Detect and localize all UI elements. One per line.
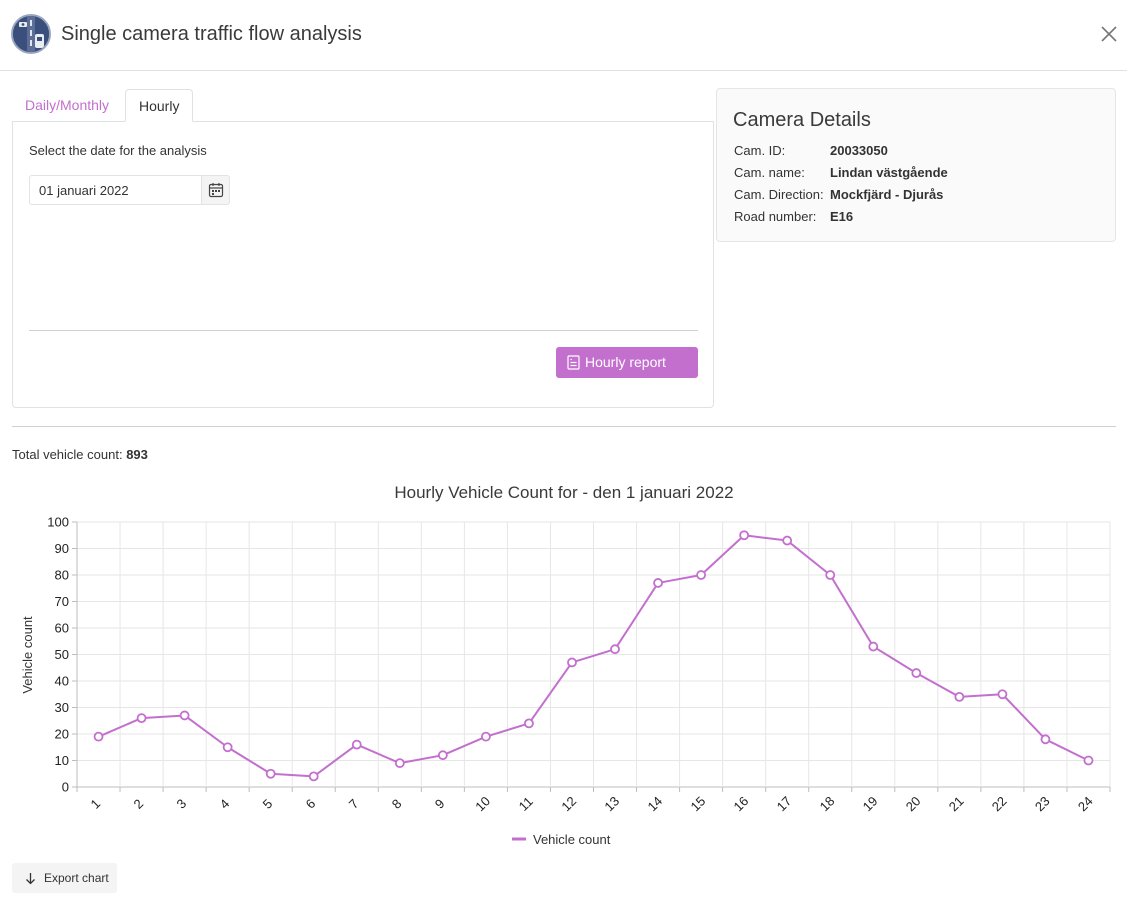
export-chart-button[interactable]: Export chart — [12, 863, 117, 893]
arrow-down-icon — [26, 873, 35, 885]
x-tick-label: 16 — [731, 793, 752, 814]
data-point — [653, 578, 663, 588]
calendar-button[interactable] — [201, 175, 230, 205]
tab-daily-monthly[interactable]: Daily/Monthly — [25, 97, 110, 113]
series-line — [98, 534, 1089, 778]
page-title: Single camera traffic flow analysis — [61, 23, 362, 45]
data-point — [1083, 755, 1094, 766]
date-label: Select the date for the analysis — [29, 143, 207, 158]
x-tick-label: 20 — [903, 793, 924, 814]
y-tick-label: 0 — [62, 780, 69, 795]
x-tick-label: 14 — [644, 793, 665, 814]
chart-legend[interactable]: Vehicle count — [512, 832, 611, 847]
section-divider — [12, 426, 1116, 427]
y-tick-label: 90 — [55, 541, 69, 556]
data-point — [610, 644, 620, 655]
data-point — [179, 710, 190, 721]
y-tick-label: 20 — [55, 727, 69, 742]
traffic-camera-logo-icon — [11, 14, 51, 54]
camera-details-title: Camera Details — [733, 109, 871, 131]
x-tick-label: 22 — [989, 793, 1010, 814]
data-point — [93, 731, 104, 742]
dialog-header: Single camera traffic flow analysis — [0, 0, 1127, 71]
x-tick-label: 10 — [472, 793, 493, 814]
data-point — [351, 739, 362, 750]
y-tick-label: 50 — [55, 647, 69, 662]
x-tick-label: 18 — [817, 793, 838, 814]
x-tick-label: 15 — [688, 793, 709, 814]
cam-name-key: Cam. name: — [734, 165, 805, 180]
x-tick-label: 13 — [601, 793, 622, 814]
x-tick-label: 1 — [87, 796, 103, 812]
data-point — [868, 641, 879, 652]
data-point — [222, 742, 233, 753]
chart-y-axis-label: Vehicle count — [20, 616, 35, 694]
cam-id-value: 20033050 — [830, 143, 888, 158]
y-tick-label: 70 — [55, 594, 69, 609]
data-point — [480, 731, 491, 742]
y-tick-label: 60 — [55, 621, 69, 636]
x-tick-label: 3 — [174, 796, 190, 812]
data-point — [437, 750, 448, 761]
x-tick-label: 2 — [131, 796, 147, 812]
y-tick-label: 80 — [55, 568, 69, 583]
legend-label: Vehicle count — [533, 832, 611, 847]
y-tick-label: 10 — [55, 753, 69, 768]
total-vehicle-count: Total vehicle count: 893 — [12, 447, 148, 462]
total-value: 893 — [126, 447, 148, 462]
report-icon — [567, 355, 580, 370]
panel-divider — [29, 330, 698, 331]
chart-title: Hourly Vehicle Count for - den 1 januari… — [394, 483, 733, 502]
data-point — [782, 535, 793, 546]
data-point — [308, 771, 319, 782]
cam-direction-key: Cam. Direction: — [734, 187, 824, 202]
close-icon[interactable] — [1099, 24, 1119, 44]
x-tick-label: 19 — [860, 793, 881, 814]
data-point — [954, 691, 965, 702]
hourly-vehicle-chart: Hourly Vehicle Count for - den 1 januari… — [0, 475, 1127, 855]
data-point — [394, 758, 405, 769]
road-number-value: E16 — [830, 209, 854, 224]
x-tick-label: 9 — [432, 796, 448, 812]
data-point — [265, 768, 276, 779]
data-point — [696, 570, 707, 580]
data-point — [825, 570, 836, 580]
y-tick-label: 40 — [55, 674, 69, 689]
hourly-tab-panel: Select the date for the analysis Hourly … — [12, 121, 714, 408]
y-tick-label: 100 — [47, 515, 69, 530]
calendar-icon — [208, 183, 224, 198]
hourly-report-label: Hourly report — [585, 354, 666, 370]
x-tick-label: 17 — [774, 793, 795, 814]
y-tick-label: 30 — [55, 700, 69, 715]
x-tick-label: 23 — [1032, 793, 1053, 814]
camera-details-card: Camera Details Cam. ID: 20033050 Cam. na… — [716, 88, 1116, 242]
date-input[interactable] — [29, 175, 201, 205]
cam-id-key: Cam. ID: — [734, 143, 786, 158]
tab-hourly[interactable]: Hourly — [125, 89, 194, 122]
export-chart-label: Export chart — [44, 871, 109, 885]
x-tick-label: 24 — [1075, 793, 1096, 814]
cam-name-value: Lindan västgående — [830, 165, 948, 180]
road-number-key: Road number: — [734, 209, 817, 224]
x-tick-label: 7 — [346, 796, 362, 812]
data-point — [567, 657, 577, 668]
x-tick-label: 11 — [516, 794, 536, 814]
total-label: Total vehicle count: — [12, 447, 123, 462]
x-tick-label: 8 — [389, 796, 405, 812]
hourly-report-button[interactable]: Hourly report — [556, 347, 698, 378]
data-point — [997, 689, 1008, 700]
x-tick-label: 12 — [558, 793, 579, 814]
data-point — [136, 713, 147, 724]
x-tick-label: 4 — [217, 796, 233, 812]
x-tick-label: 6 — [303, 796, 319, 812]
chart-svg: Hourly Vehicle Count for - den 1 januari… — [20, 483, 1111, 847]
data-point — [1040, 734, 1051, 745]
x-tick-label: 21 — [946, 793, 967, 814]
cam-direction-value: Mockfjärd - Djurås — [830, 187, 944, 202]
data-point — [911, 668, 922, 678]
data-point — [524, 718, 534, 729]
data-point — [739, 530, 750, 541]
x-tick-label: 5 — [260, 796, 276, 812]
